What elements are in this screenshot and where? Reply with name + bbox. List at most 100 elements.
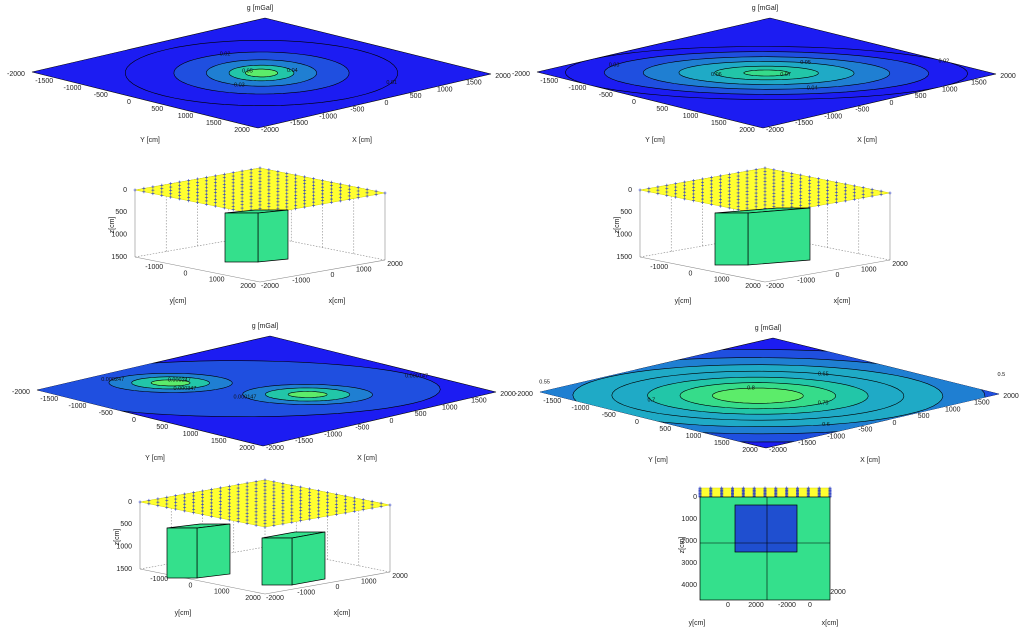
y-tick-label: 0 (632, 99, 636, 106)
y-tick-label: -1000 (572, 405, 590, 412)
contours (37, 360, 441, 418)
y-tick-label: 2000 (245, 595, 261, 602)
contour-level (245, 68, 279, 78)
y-tick-label: -500 (602, 412, 616, 419)
contour-label: 0.07 (780, 72, 791, 78)
x-tick-label: -2000 (769, 447, 787, 454)
cube-front (261, 537, 293, 586)
x-tick-label: -1500 (795, 120, 813, 127)
x-tick-label: 1500 (974, 400, 990, 407)
y-tick-label: -2000 (512, 71, 530, 78)
x-axis-label: x[cm] (334, 610, 351, 617)
x-tick-label: -1500 (798, 440, 816, 447)
contour-level (150, 379, 191, 387)
x-tick-label: 1000 (861, 266, 877, 273)
x-tick-label: -1000 (824, 113, 842, 120)
y-tick-label: 2000 (742, 447, 758, 454)
z-axis-label: z[cm] (114, 529, 121, 546)
contours (564, 46, 969, 100)
y-tick-label: 0 (132, 417, 136, 424)
contour-label: 0.000247 (101, 377, 124, 383)
frame-line (264, 571, 391, 595)
x-tick-label: -500 (855, 107, 869, 114)
y-tick-label: 1000 (714, 277, 730, 284)
y-tick-label: 1500 (714, 440, 730, 447)
contour-level (287, 391, 328, 398)
x-tick-label: 2000 (1000, 73, 1016, 80)
contour-label: 0.65 (818, 371, 829, 377)
x-tick-label: 0 (893, 420, 897, 427)
contour-panel: 0.000147 0.000247 0.000347 0.000247 0.000147… (12, 323, 516, 462)
cube-front (714, 212, 749, 266)
y-tick-label: 0 (689, 270, 693, 277)
y-tick-label: -2000 (515, 391, 533, 398)
contour-level (743, 69, 790, 77)
z-tick-label: 1500 (111, 254, 127, 261)
y-axis-label: Y [cm] (648, 457, 668, 464)
x-tick-label: 0 (390, 418, 394, 425)
x-tick-label: 0 (890, 100, 894, 107)
x-tick-label: -1000 (324, 431, 342, 438)
y-tick-label: -2000 (12, 389, 30, 396)
contour-label: 0.5 (998, 372, 1006, 378)
y-tick-label: 1500 (206, 120, 222, 127)
contour-label: 0.06 (711, 72, 722, 78)
x-tick-label: -2000 (261, 283, 279, 290)
contour-label: 0.01 (386, 80, 397, 86)
y-tick-label: -500 (99, 410, 113, 417)
cube-front (224, 212, 259, 263)
contour-label: 0.03 (609, 63, 620, 69)
x-axis-label: x[cm] (834, 298, 851, 305)
y-tick-label: -500 (599, 92, 613, 99)
x-tick-label: -2000 (778, 602, 796, 609)
contour-label: 0.02 (220, 51, 231, 57)
x-axis-label: X [cm] (857, 137, 877, 144)
cube-side (747, 207, 811, 266)
contour-label: 0.55 (539, 379, 550, 385)
x-tick-label: -500 (350, 107, 364, 114)
x-tick-label: 1500 (971, 80, 987, 87)
x-axis-label: x[cm] (329, 298, 346, 305)
y-tick-label: 2000 (239, 445, 255, 452)
x-tick-label: 0 (336, 584, 340, 591)
contour-label: 0.7 (648, 398, 656, 404)
y-axis-label: Y [cm] (145, 455, 165, 462)
box-panel: 0 500 1000 1500 -1000 0 1000 2000 -2000 -1000 0 100… (614, 166, 908, 305)
z-tick-label: 0 (128, 499, 132, 506)
contour-label: 0.04 (287, 68, 298, 74)
z-axis-label: z[cm] (109, 217, 116, 234)
contour-label: 0.000247 (168, 378, 191, 384)
y-tick-label: 500 (151, 106, 163, 113)
frame-line (139, 568, 266, 595)
x-tick-label: -2000 (266, 445, 284, 452)
z-tick-label: 4000 (681, 582, 697, 589)
x-tick-label: -1000 (292, 277, 310, 284)
contour-label: 0.6 (822, 422, 830, 428)
x-tick-label: -1000 (297, 589, 315, 596)
y-tick-label: -1500 (543, 398, 561, 405)
y-tick-label: -1000 (650, 264, 668, 271)
x-tick-label: 0 (808, 602, 812, 609)
y-tick-label: 2000 (748, 602, 764, 609)
x-tick-label: 500 (918, 413, 930, 420)
z-tick-label: 500 (620, 209, 632, 216)
box-panel: 0 500 1000 1500 -1000 0 1000 2000 -2000 -1000 0 100… (114, 478, 408, 617)
y-axis-label: y[cm] (689, 620, 706, 627)
x-tick-label: 0 (385, 100, 389, 107)
x-tick-label: 1500 (471, 398, 487, 405)
frame-line (639, 256, 766, 283)
contour-label: 0.000347 (173, 386, 196, 392)
z-axis-label: z[cm] (614, 217, 621, 234)
x-tick-label: 2000 (500, 391, 516, 398)
y-tick-label: 1000 (686, 433, 702, 440)
y-tick-label: 0 (635, 419, 639, 426)
y-tick-label: -1000 (64, 85, 82, 92)
z-tick-label: 1000 (111, 232, 127, 239)
x-tick-label: 2000 (1003, 393, 1019, 400)
x-tick-label: -500 (858, 427, 872, 434)
y-axis-label: y[cm] (170, 298, 187, 305)
x-tick-label: -500 (355, 425, 369, 432)
contour-label: 0.04 (807, 86, 818, 92)
z-axis-label: g [mGal] (752, 5, 779, 12)
